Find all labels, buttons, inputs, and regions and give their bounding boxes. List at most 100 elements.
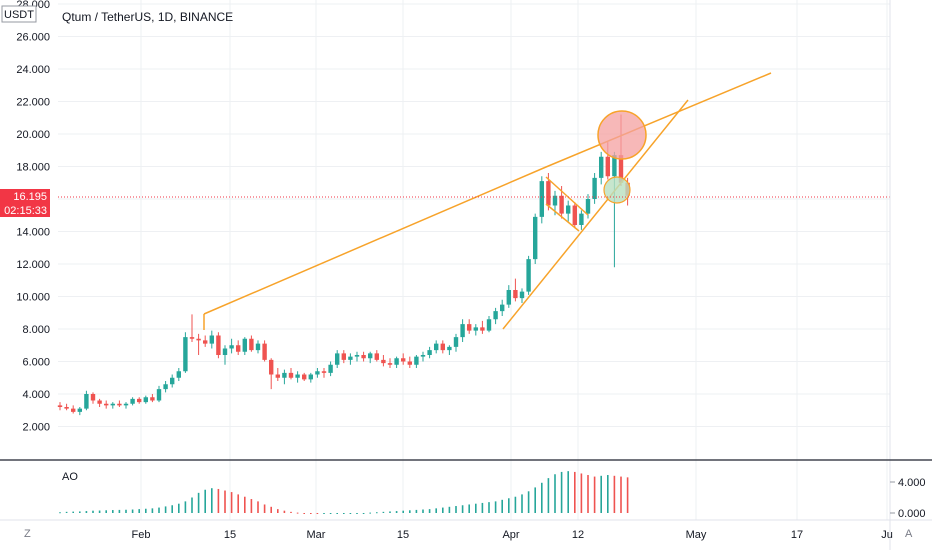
ao-bar <box>488 502 490 513</box>
candle-body <box>440 343 445 351</box>
ao-bar <box>296 512 299 514</box>
time-axis[interactable]: Feb 15 Mar 15 Apr 12 May 17 Ju <box>132 529 893 541</box>
highlight-circle-green[interactable] <box>603 176 631 204</box>
candle-body <box>130 398 135 404</box>
ao-bar <box>593 476 596 513</box>
ao-bar <box>92 510 94 513</box>
candle-body <box>335 353 340 365</box>
price-tick-label: 26.000 <box>16 32 50 44</box>
candle-body <box>493 311 498 320</box>
candle-body <box>163 384 168 390</box>
time-tick-label: Feb <box>132 529 151 541</box>
ao-bar <box>481 502 484 513</box>
candle-body <box>526 259 531 292</box>
ao-bar <box>277 509 279 513</box>
candle-body <box>255 343 261 351</box>
ao-bar <box>389 511 391 513</box>
ao-bar <box>415 509 418 513</box>
current-price-tag: 16.195 02:15:33 <box>0 189 50 217</box>
ao-bar <box>435 508 437 513</box>
highlight-circle-red[interactable] <box>597 110 647 160</box>
candle-body <box>57 405 63 407</box>
chart-title[interactable]: Qtum / TetherUS, 1D, BINANCE <box>62 10 234 24</box>
price-tick-label: 2.000 <box>22 422 50 434</box>
current-price-value: 16.195 <box>13 191 47 203</box>
candle-body <box>302 374 307 380</box>
candle-body <box>434 343 439 351</box>
candle-body <box>500 304 505 312</box>
ao-bar <box>547 478 550 513</box>
ao-bar <box>145 508 147 513</box>
rising-wedge-lower-line[interactable] <box>502 99 689 330</box>
ao-bar <box>395 511 398 513</box>
ao-bar <box>336 513 338 514</box>
candle-body <box>170 377 175 385</box>
candle-body <box>381 359 386 364</box>
ao-bar <box>468 504 470 513</box>
candle-body <box>209 335 214 344</box>
ao-bar <box>580 473 583 513</box>
ao-bar <box>283 510 286 513</box>
candle-body <box>308 374 313 380</box>
ao-bar <box>382 511 385 513</box>
ao-bar <box>184 501 187 513</box>
candle-body <box>236 345 241 352</box>
ao-bar <box>204 489 206 513</box>
candle-body <box>387 363 393 365</box>
ao-bar <box>329 513 332 514</box>
candle-body <box>585 199 591 214</box>
grid-lines <box>58 0 890 520</box>
ao-bar <box>250 499 253 513</box>
ao-bar <box>237 494 239 513</box>
candle-body <box>447 346 452 351</box>
candle-body <box>533 216 538 260</box>
candle-body <box>361 355 366 359</box>
ao-bar <box>191 497 193 513</box>
candle-body <box>117 403 122 406</box>
time-tick-label: Ju <box>881 529 893 541</box>
price-tick-label: 4.000 <box>22 389 50 401</box>
ao-bar <box>626 477 629 513</box>
ao-bar <box>171 505 173 513</box>
flag-pattern-upper[interactable] <box>545 176 589 216</box>
ao-bar <box>178 503 180 513</box>
candle-body <box>104 403 109 406</box>
candle-body <box>321 371 327 373</box>
trendline-drawings[interactable] <box>203 72 772 330</box>
candle-body <box>315 371 320 375</box>
flag-pattern-lower[interactable] <box>545 203 580 232</box>
candle-body <box>486 319 492 331</box>
auto-scale-button[interactable]: A <box>905 528 913 540</box>
candle-body <box>189 337 195 339</box>
zoom-button[interactable]: Z <box>24 528 31 540</box>
candle-body <box>546 181 551 206</box>
candle-body <box>480 327 485 331</box>
candle-body <box>196 338 201 341</box>
ao-indicator-label[interactable]: AO <box>62 471 78 483</box>
ao-bar <box>105 510 107 513</box>
ao-bar <box>442 507 444 513</box>
ao-bar <box>501 499 503 513</box>
ao-bar <box>376 512 378 514</box>
candle-body <box>64 407 69 409</box>
ao-bar <box>508 498 510 513</box>
time-tick-label: 15 <box>397 529 409 541</box>
candle-body <box>605 156 610 177</box>
axis-unit-label: USDT <box>4 9 34 21</box>
time-tick-label: 12 <box>572 529 584 541</box>
ao-tick-label: 0.000 <box>898 508 926 520</box>
candle-body <box>143 397 148 403</box>
candle-body <box>427 350 432 355</box>
candle-body <box>77 408 82 412</box>
ao-bar <box>409 510 411 513</box>
ao-axis[interactable]: 4.000 0.000 <box>890 477 926 520</box>
candle-body <box>183 337 188 372</box>
ao-bar <box>428 509 431 513</box>
ao-bar <box>112 510 114 513</box>
candle-body <box>579 213 584 225</box>
rising-wedge-upper-line[interactable] <box>203 72 772 315</box>
ao-bar <box>197 492 200 513</box>
candle-body <box>249 338 254 351</box>
